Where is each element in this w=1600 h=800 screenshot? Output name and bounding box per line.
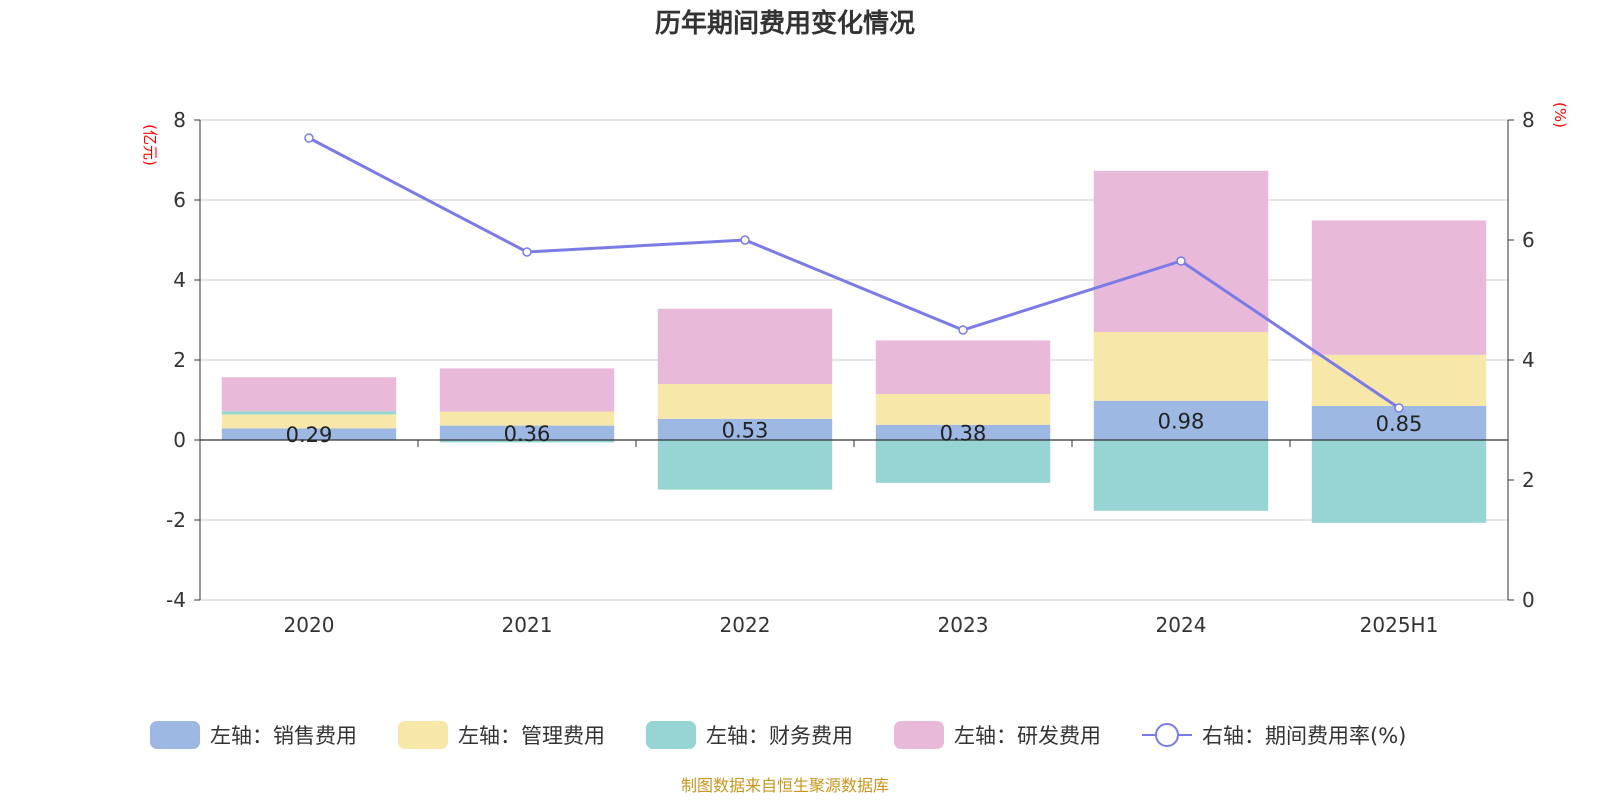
rate-point-2025H1 (1394, 403, 1404, 413)
bar-finance-2020 (221, 411, 397, 415)
bar-sales-2023 (875, 424, 1051, 440)
data-label-sales: 0.53 (722, 418, 769, 442)
bar-rnd-2020 (221, 377, 397, 412)
bar-sales-2021 (439, 425, 615, 440)
legend-label-finance: 左轴：财务费用 (706, 724, 853, 748)
rate-point-2020 (304, 133, 314, 143)
x-axis-tick-label: 2022 (720, 613, 771, 637)
left-axis-tick-label: 8 (173, 108, 186, 132)
legend-swatch-admin (398, 721, 448, 749)
legend-swatch-rnd (894, 721, 944, 749)
rate-point-2023 (958, 325, 968, 335)
right-axis-unit: (%) (1551, 102, 1569, 128)
bar-rnd-2022 (657, 308, 833, 384)
legend-label-rate: 右轴：期间费用率(%) (1202, 724, 1406, 748)
bar-admin-2021 (439, 411, 615, 426)
bar-admin-2023 (875, 394, 1051, 425)
right-axis-tick-label: 4 (1522, 348, 1535, 372)
bar-finance-2021 (439, 440, 615, 443)
bar-admin-2025H1 (1311, 354, 1487, 406)
bar-admin-2020 (221, 414, 397, 429)
data-labels: 0.29 0.36 0.53 0.38 0.98 0.85 (286, 409, 1423, 447)
bar-sales-2024 (1093, 400, 1269, 440)
x-axis-tick-label: 2024 (1156, 613, 1207, 637)
bar-sales-2020 (221, 428, 397, 440)
legend-label-sales: 左轴：销售费用 (210, 724, 357, 748)
x-axis-tick-label: 2025H1 (1360, 613, 1439, 637)
bar-sales-2022 (657, 418, 833, 440)
data-label-sales: 0.29 (286, 423, 333, 447)
left-axis-tick-label: 0 (173, 428, 186, 452)
chart-title: 历年期间费用变化情况 (655, 8, 915, 39)
bar-finance-2023 (875, 440, 1051, 483)
left-axis-tick-label: -2 (166, 508, 186, 532)
right-axis-tick-label: 6 (1522, 228, 1535, 252)
bar-admin-2022 (657, 384, 833, 419)
left-axis-tick-label: -4 (166, 588, 186, 612)
left-axis-tick-label: 2 (173, 348, 186, 372)
x-axis-tick-label: 2023 (938, 613, 989, 637)
rate-line-series (304, 133, 1404, 413)
data-label-sales: 0.98 (1158, 409, 1205, 433)
bar-rnd-2024 (1093, 170, 1269, 332)
x-axis-tick-label: 2020 (284, 613, 335, 637)
legend-label-rnd: 左轴：研发费用 (954, 724, 1101, 748)
left-axis-tick-label: 6 (173, 188, 186, 212)
rate-point-2024 (1176, 256, 1186, 266)
data-label-sales: 0.36 (504, 422, 551, 446)
bar-rnd-2023 (875, 340, 1051, 394)
legend: 左轴：销售费用 左轴：管理费用 左轴：财务费用 左轴：研发费用 右轴：期间费用率(%) (150, 721, 1406, 749)
axes: -4 -2 0 2 4 6 8 0 2 4 6 8 2020 2021 2022 2023 2024 2025H1 (166, 108, 1535, 637)
bar-rnd-2025H1 (1311, 220, 1487, 355)
legend-swatch-sales (150, 721, 200, 749)
legend-swatch-finance (646, 721, 696, 749)
data-label-sales: 0.85 (1376, 412, 1423, 436)
bar-admin-2024 (1093, 332, 1269, 401)
bar-series (221, 170, 1487, 523)
bar-finance-2022 (657, 440, 833, 490)
left-axis-tick-label: 4 (173, 268, 186, 292)
left-axis-unit: (亿元) (141, 124, 159, 166)
legend-marker-rate (1155, 723, 1179, 747)
rate-line (308, 136, 1400, 410)
bar-rnd-2021 (439, 368, 615, 412)
rate-point-2022 (740, 235, 750, 245)
data-label-sales: 0.38 (940, 421, 987, 445)
rate-point-2021 (522, 247, 532, 257)
x-axis-tick-label: 2021 (502, 613, 553, 637)
right-axis-tick-label: 0 (1522, 588, 1535, 612)
right-axis-tick-label: 8 (1522, 108, 1535, 132)
data-source-note: 制图数据来自恒生聚源数据库 (681, 776, 889, 795)
legend-label-admin: 左轴：管理费用 (458, 724, 605, 748)
bar-finance-2025H1 (1311, 440, 1487, 523)
bar-finance-2024 (1093, 440, 1269, 511)
right-axis-tick-label: 2 (1522, 468, 1535, 492)
